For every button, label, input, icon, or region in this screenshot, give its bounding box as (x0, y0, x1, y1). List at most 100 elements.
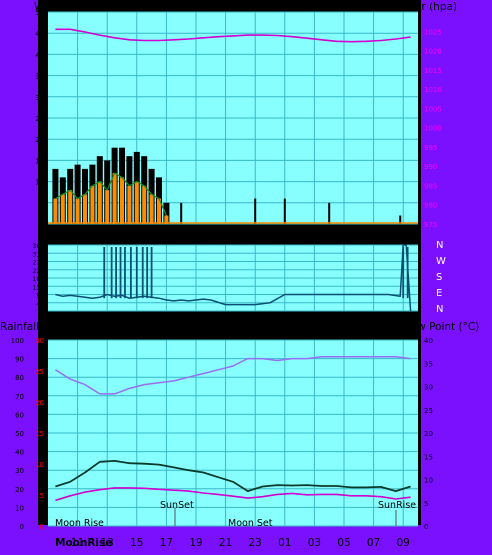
compass-label: E (436, 288, 442, 299)
humidity-y-tick: 30 (15, 467, 24, 475)
chart-title: 24 hour graph day : 28 June 2017 (172, 1, 349, 13)
x-tick-label: 23 (249, 229, 262, 241)
barometer-y-ticks: 975 980 985 990 995 1000 1005 1010 1015 1020 1025 (424, 28, 442, 229)
wind-axis-label: Windspeed (kph) (34, 1, 123, 13)
direction-line (55, 244, 412, 312)
temperature-y-ticks: 0 5 10 15 20 25 30 35 40 (424, 337, 433, 531)
gust-bar (157, 198, 161, 224)
rain-y-tick: 25 (35, 368, 44, 376)
temperature-line (55, 459, 411, 493)
humidity-y-tick: 40 (15, 449, 24, 457)
barometer-y-tick: 1010 (424, 86, 442, 94)
right-panel (421, 0, 492, 555)
wind-y-tick: 0 (40, 221, 44, 229)
x-tick-label: 11 (71, 229, 84, 241)
x-tick-label: 11 (71, 537, 84, 549)
moonset-label: Moon Set (228, 518, 273, 529)
x-tick-label: 05 (337, 229, 350, 241)
x-tick-label: 17 (160, 229, 173, 241)
temperature-y-tick: 0 (424, 523, 428, 531)
temperature-y-tick: 25 (424, 407, 433, 415)
wind-y-ticks: 0 5 10 15 20 25 30 35 40 45 50 (35, 9, 44, 229)
sunrise-label: SunRise (378, 500, 416, 511)
gust-bar (120, 177, 124, 224)
x-tick-label: 13 (101, 229, 114, 241)
bottom-panel (0, 525, 492, 555)
windspeed-bar (74, 164, 81, 224)
x-tick-label: 13 (101, 537, 114, 549)
dewpoint-line (55, 487, 411, 502)
compass-label: N (436, 304, 443, 315)
temperature-y-tick: 15 (424, 453, 433, 461)
gust-bar (127, 185, 132, 224)
compass-label: S (436, 272, 442, 283)
barometer-y-tick: 980 (424, 202, 437, 210)
direction-y-tick: 45 (36, 301, 44, 308)
gust-bar (68, 190, 73, 224)
wind-y-tick: 35 (35, 73, 44, 81)
rain-y-ticks: 0 5 10 15 20 25 30 (35, 337, 44, 531)
bottom-x-ticks: 11 13 15 17 19 21 23 01 03 05 07 09 (71, 537, 410, 549)
left-panel (0, 0, 38, 555)
direction-y-tick: 90 (36, 293, 44, 300)
wind-y-tick: 50 (35, 9, 44, 17)
humidity-y-tick: 60 (15, 411, 24, 419)
top-grid (48, 11, 418, 225)
gust-bar (149, 194, 154, 224)
wind-y-tick: 45 (35, 30, 44, 38)
top-x-ticks: 11 13 15 17 19 21 23 01 03 05 07 09 (71, 229, 410, 241)
wind-y-tick: 20 (35, 136, 44, 144)
temperature-y-tick: 30 (424, 384, 433, 392)
wind-y-tick: 30 (35, 94, 44, 102)
rain-axis-label: Rainfall (mm) (0, 321, 71, 333)
gust-bar (83, 194, 87, 224)
x-tick-label: 21 (219, 229, 232, 241)
gust-bar (60, 194, 65, 224)
direction-y-tick: 315 (33, 251, 45, 258)
gust-bar (90, 185, 95, 224)
x-tick-label: 07 (367, 537, 380, 549)
x-tick-label: 23 (249, 537, 262, 549)
gust-line (55, 172, 167, 216)
wind-y-tick: 25 (35, 115, 44, 123)
gust-bar (97, 181, 102, 224)
humidity-y-tick: 0 (20, 523, 24, 531)
direction-series (55, 244, 412, 312)
temperature-y-tick: 10 (424, 477, 433, 485)
x-tick-label: 03 (308, 537, 321, 549)
temp-axis-label: Temperature (°C)Dew Point (°C) (311, 321, 479, 333)
rain-y-tick: 0 (40, 523, 44, 531)
gust-bar (112, 173, 117, 224)
barometer-y-tick: 975 (424, 221, 437, 229)
compass-label: N (436, 240, 443, 251)
humidity-y-tick: 90 (15, 356, 24, 364)
gust-bar (105, 190, 110, 224)
sunset-label: SunSet (160, 500, 194, 511)
x-tick-label: 09 (397, 229, 410, 241)
bottom-moonrise-label: MoonRise (55, 537, 112, 549)
x-tick-label: 01 (278, 537, 291, 549)
x-tick-label: 01 (278, 229, 291, 241)
compass-label: W (436, 256, 446, 267)
wind-y-tick: 40 (35, 51, 44, 59)
humidity-y-ticks: 0 10 20 30 40 50 60 70 80 90 100 (11, 337, 24, 531)
x-tick-label: 05 (337, 537, 350, 549)
humidity-y-tick: 10 (15, 504, 24, 512)
humidity-y-tick: 70 (15, 393, 24, 401)
bottom-series (55, 355, 411, 502)
x-tick-label: 19 (189, 537, 202, 549)
direction-y-tick: 180 (33, 276, 45, 283)
x-tick-label: 03 (308, 229, 321, 241)
gust-bar (53, 198, 58, 224)
barometer-axis-label: Barometer (hpa) (370, 1, 457, 13)
direction-y-tick: 270 (33, 260, 45, 267)
x-tick-label: 21 (219, 537, 232, 549)
x-tick-label: 19 (189, 229, 202, 241)
gust-bar (164, 215, 169, 224)
humidity-line (55, 355, 411, 395)
rain-y-tick: 15 (35, 430, 44, 438)
barometer-y-tick: 1015 (424, 67, 442, 75)
x-tick-label: 07 (367, 229, 380, 241)
